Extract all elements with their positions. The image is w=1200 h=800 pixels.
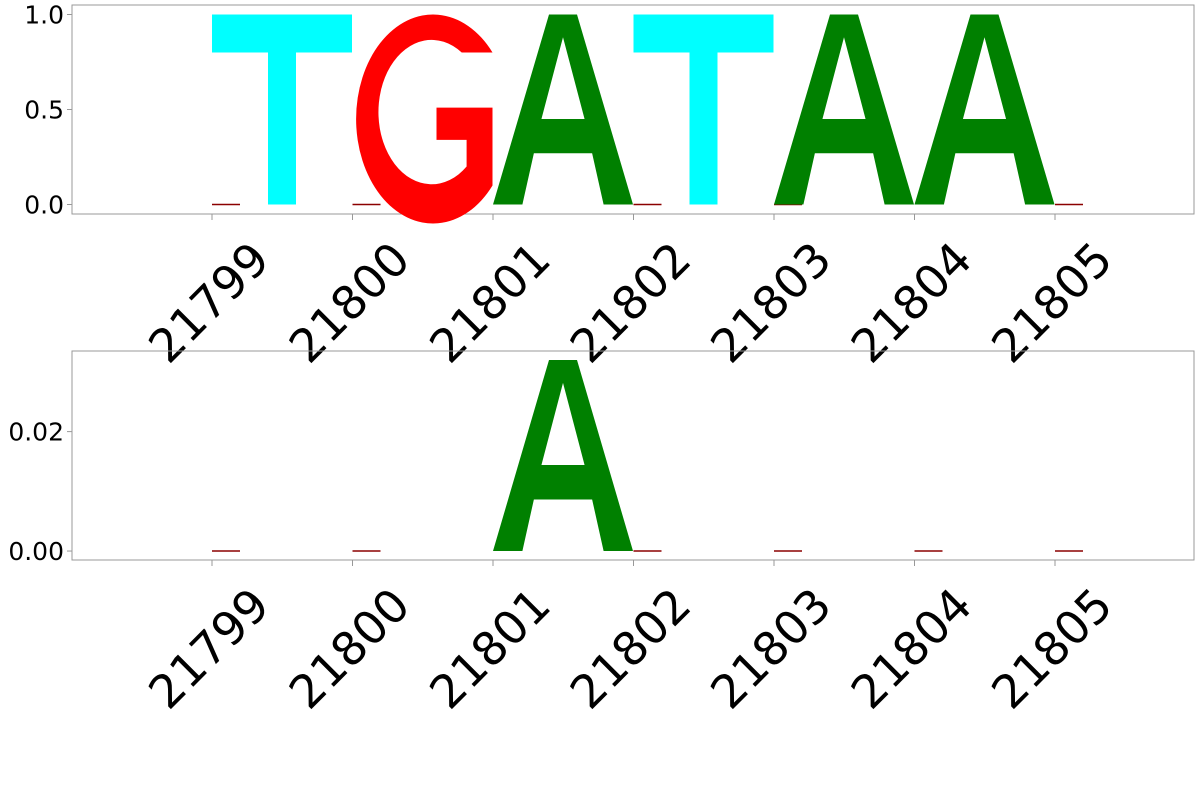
y-tick-label: 0.00	[8, 537, 64, 566]
x-tick-label: 21802	[560, 578, 702, 720]
logo-letters-bottom	[212, 359, 1083, 552]
logo-panel-bottom: 0.00 0.02 21799218002180121802218032180421…	[8, 350, 1195, 720]
x-tick-label: 21802	[560, 232, 702, 374]
logo-letter-a	[914, 14, 1055, 205]
y-tick-label: 1.0	[24, 1, 64, 30]
x-tick-label: 21804	[841, 578, 983, 720]
x-tick-label: 21805	[981, 232, 1123, 374]
plot-frame-bottom	[71, 350, 1195, 561]
y-tick-label: 0.0	[24, 191, 64, 220]
x-tick-label: 21801	[419, 578, 561, 720]
axes-bottom: 0.00 0.02 21799218002180121802218032180421…	[8, 418, 1122, 720]
x-tick-label: 21801	[419, 232, 561, 374]
y-tick-label: 0.5	[24, 96, 64, 125]
x-tick-label: 21799	[138, 578, 280, 720]
x-tick-label: 21805	[981, 578, 1123, 720]
logo-letter-g	[356, 14, 493, 224]
logo-letters-top	[212, 14, 1083, 224]
logo-letter-a	[493, 14, 633, 205]
logo-letter-t	[633, 14, 774, 205]
y-tick-label: 0.02	[8, 418, 64, 447]
x-tick-label: 21800	[279, 578, 421, 720]
x-tick-label: 21800	[279, 232, 421, 374]
logo-letter-a	[493, 359, 633, 552]
logo-panel-top: 0.0 0.5 1.0 2179921800218012180221803218042…	[24, 1, 1195, 374]
x-tick-label: 21803	[700, 578, 842, 720]
x-tick-label: 21804	[841, 232, 983, 374]
x-tick-label: 21803	[700, 232, 842, 374]
x-tick-label: 21799	[138, 232, 280, 374]
logo-letter-t	[212, 14, 352, 205]
logo-letter-a	[774, 14, 914, 205]
